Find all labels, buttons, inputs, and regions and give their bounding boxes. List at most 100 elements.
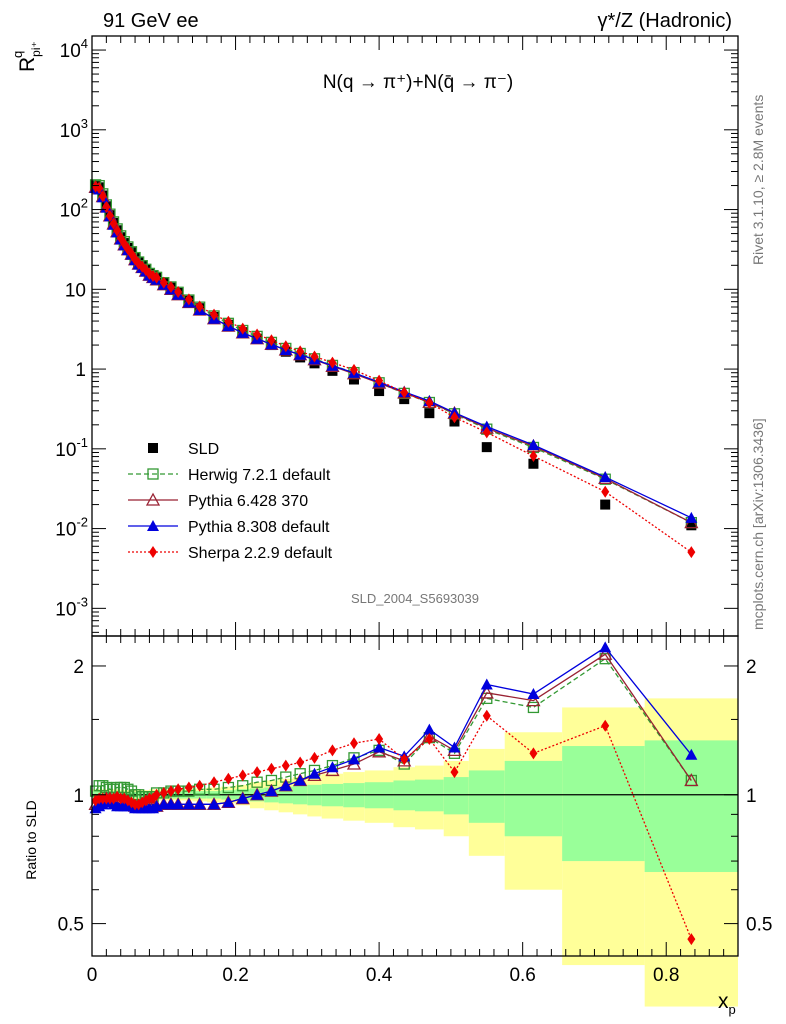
ratio-ylabel: Ratio to SLD [23,800,39,879]
ratio-point-pythia-8-308-default [222,796,235,808]
point-sherpa-2-2-9-default [349,363,358,376]
ratio-point-pythia-6-428-370 [598,646,613,660]
legend-entry-sherpa-2-2-9-default: Sherpa 2.2.9 default [128,545,333,562]
ratio-point-sherpa-2-2-9-default [450,766,459,779]
x-tick-label: 0.8 [653,965,679,986]
ratio-point-pythia-8-308-default [193,798,206,810]
ratio-point-herwig-7-2-1-default [125,785,138,797]
point-pythia-8-308-default [480,420,493,432]
point-sld [374,386,385,397]
ratio-frame [91,635,739,957]
point-sherpa-2-2-9-default [450,411,459,424]
x-tick-label: 0 [87,965,98,986]
ratio-y-tick-label-right: 1 [746,786,757,807]
ratio-point-sherpa-2-2-9-default [310,751,319,764]
x-axis-label: xp [718,990,736,1017]
legend-label: SLD [188,441,219,458]
point-sld [399,394,410,405]
point-sherpa-2-2-9-default [328,356,337,369]
legend-label: Herwig 7.2.1 default [188,467,331,484]
ratio-point-sherpa-2-2-9-default [253,766,262,779]
band-inner-bin [562,746,645,862]
ratio-point-sherpa-2-2-9-default [152,788,161,801]
point-sherpa-2-2-9-default [210,308,219,321]
point-sld [528,458,539,469]
analysis-id-label: SLD_2004_S5693039 [351,591,479,606]
ratio-y-tick-label: 0.5 [58,915,84,936]
ratio-point-sherpa-2-2-9-default [328,744,337,757]
ratio-y-tick-label-right: 2 [746,657,757,678]
ratio-point-pythia-6-428-370 [684,773,699,787]
ratio-y-tick-label: 1 [73,786,84,807]
point-sherpa-2-2-9-default [224,315,233,328]
ratio-point-pythia-8-308-default [172,798,185,810]
point-sherpa-2-2-9-default [159,276,168,289]
ratio-point-sherpa-2-2-9-default [238,769,247,782]
ratio-point-sherpa-2-2-9-default [375,733,384,746]
x-axis-label-symbol: x [718,990,729,1013]
x-tick-label: 0.6 [509,965,535,986]
main-ylabel: Rpi⁺ q [10,41,43,72]
ratio-point-pythia-8-308-default [480,678,493,690]
panel-frames [91,35,739,957]
main-y-tick-label: 1 [75,360,86,381]
point-pythia-8-308-default [685,511,698,523]
ratio-point-pythia-8-308-default [448,741,461,753]
band-inner-bin [504,760,563,837]
ratio-point-sherpa-2-2-9-default [224,772,233,785]
point-sherpa-2-2-9-default [195,300,204,313]
legend-label: Sherpa 2.2.9 default [188,545,333,562]
ratio-point-sherpa-2-2-9-default [159,786,168,799]
legend-marker [147,520,159,531]
ratio-y-tick-label-right: 0.5 [746,915,772,936]
ratio-point-pythia-8-308-default [347,753,360,765]
point-sherpa-2-2-9-default [529,450,538,463]
point-sherpa-2-2-9-default [296,345,305,358]
ratio-point-sherpa-2-2-9-default [174,783,183,796]
point-sherpa-2-2-9-default [425,396,434,409]
point-pythia-8-308-default [527,438,540,450]
legend-label: Pythia 8.308 default [188,519,330,536]
ratio-series-pythia-8-308-default [89,641,698,814]
ratio-point-pythia-8-308-default [423,723,436,735]
legend-marker [147,468,159,480]
header-energy-label: 91 GeV ee [103,10,199,32]
series-line-sherpa-2-2-9-default [95,185,692,553]
point-sld [686,520,697,531]
ratio-point-pythia-8-308-default [308,767,321,779]
legend-marker [149,546,157,558]
point-sherpa-2-2-9-default [98,190,107,203]
point-sherpa-2-2-9-default [253,328,262,341]
point-sld [424,408,435,419]
x-tick-label: 0.4 [366,965,393,986]
ratio-point-sherpa-2-2-9-default [482,709,491,722]
series-sherpa-2-2-9-default [91,180,696,559]
main-ylabel-sup: q [10,51,25,58]
band-inner-bin [443,777,469,815]
point-pythia-8-308-default [599,471,612,483]
ratio-point-pythia-6-428-370 [479,685,494,699]
ratio-point-sherpa-2-2-9-default [349,737,358,750]
main-y-tick-label: 10 [65,280,86,301]
legend-entry-herwig-7-2-1-default: Herwig 7.2.1 default [128,467,331,484]
ratio-point-pythia-8-308-default [294,774,307,786]
ratio-point-pythia-8-308-default [182,798,195,810]
ratio-point-pythia-8-308-default [685,748,698,760]
point-sherpa-2-2-9-default [375,374,384,387]
main-y-tick-label: 103 [60,116,88,142]
ratio-point-sherpa-2-2-9-default [296,756,305,769]
ratio-point-sherpa-2-2-9-default [601,719,610,732]
ratio-point-sherpa-2-2-9-default [687,933,696,946]
legend-entry-sld: SLD [148,441,219,458]
ratio-panel-series [88,641,699,946]
point-sherpa-2-2-9-default [400,386,409,399]
ratio-point-pythia-8-308-default [208,798,221,810]
point-sherpa-2-2-9-default [267,334,276,347]
point-sherpa-2-2-9-default [601,485,610,498]
ratio-point-pythia-8-308-default [279,779,292,791]
mcplots-label: mcplots.cern.ch [arXiv:1306.3436] [750,418,766,630]
point-sherpa-2-2-9-default [166,280,175,293]
x-tick-label: 0.2 [222,965,248,986]
ratio-point-sherpa-2-2-9-default [425,733,434,746]
main-panel-series [88,179,699,559]
